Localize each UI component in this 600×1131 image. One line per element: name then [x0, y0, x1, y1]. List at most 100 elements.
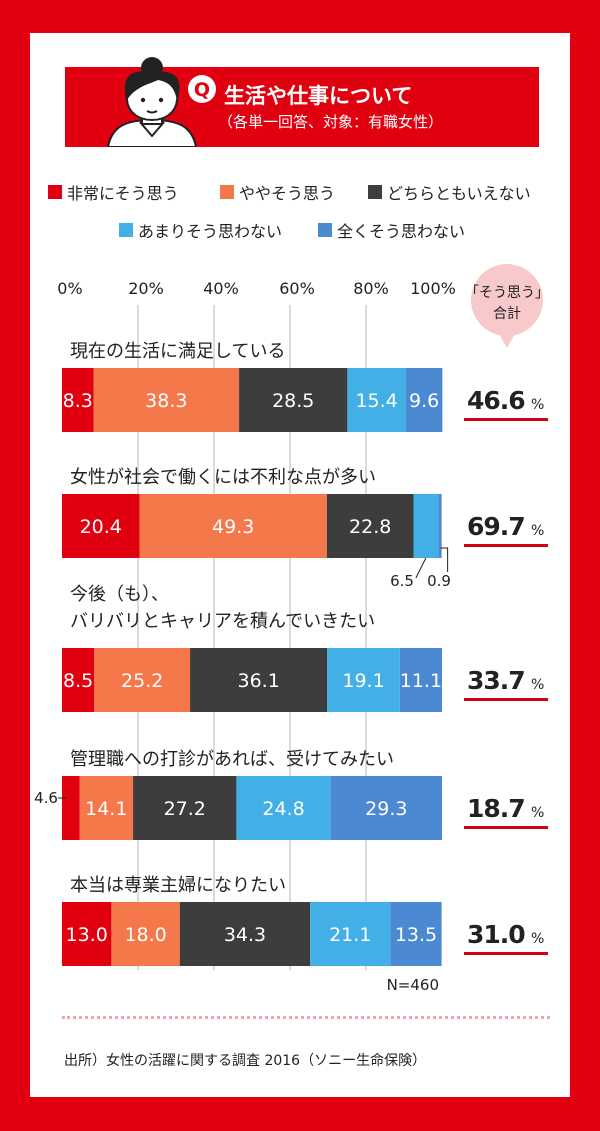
total-underline [464, 826, 548, 829]
q-badge: Q [194, 79, 210, 101]
bar-segment [330, 776, 442, 840]
bar-segment [94, 648, 191, 712]
bar-value-label: 29.3 [365, 798, 407, 820]
sample-size: N=460 [387, 976, 439, 994]
bar-segment [405, 368, 443, 432]
total-value: 46.6 [467, 386, 525, 415]
total-header-line1: 「そう思う」 [465, 285, 549, 301]
category-label: 本当は専業主婦になりたい [70, 875, 286, 896]
total-unit: % [531, 805, 544, 821]
bar-value-label: 36.1 [237, 670, 279, 692]
legend-item-somewhat-disagree: あまりそう思わない [119, 218, 282, 242]
bar-value-label: 4.6 [34, 789, 58, 807]
total-value: 18.7 [467, 794, 525, 823]
bar-segment [62, 902, 112, 966]
bar-value-label: 13.5 [395, 924, 437, 946]
bar-segment [179, 902, 311, 966]
bar-value-label: 9.6 [409, 390, 439, 412]
bar-segment [236, 776, 331, 840]
bar-value-label: 24.8 [262, 798, 304, 820]
total-unit: % [531, 523, 544, 539]
bar-segment [347, 368, 406, 432]
bar-segment [62, 776, 80, 840]
legend-item-strongly-disagree: 全くそう思わない [318, 218, 465, 242]
total-value: 31.0 [467, 920, 525, 949]
legend-item-neutral: どちらともいえない [368, 180, 531, 204]
bar-value-label: 8.5 [63, 670, 93, 692]
stacked-bar-chart: 0% 20% 40% 60% 80% 100% 「そう思う」合計現在の生活に満足している女性… [34, 264, 549, 994]
bar-value-label: 14.1 [85, 798, 127, 820]
legend-label: ややそう思う [239, 184, 336, 203]
bar-segment [310, 902, 391, 966]
x-tick-label: 100% [410, 279, 456, 298]
bar-value-label: 28.5 [272, 390, 314, 412]
bar-segment [111, 902, 180, 966]
category-label: 今後（も）、 [70, 584, 169, 605]
bar-value-label: 6.5 [390, 572, 414, 590]
bar-value-label: 20.4 [80, 516, 122, 538]
callout-line [415, 557, 427, 579]
x-tick-label: 40% [203, 279, 239, 298]
legend-swatch [220, 185, 234, 199]
bar-segment [62, 648, 95, 712]
total-value: 33.7 [467, 666, 525, 695]
x-tick-label: 20% [128, 279, 164, 298]
legend-swatch [368, 185, 382, 199]
bar-value-label: 22.8 [349, 516, 391, 538]
total-underline [464, 418, 548, 421]
bar-segment [190, 648, 328, 712]
category-label: 現在の生活に満足している [70, 341, 285, 362]
bar-segment [399, 648, 442, 712]
bar-segment [327, 648, 400, 712]
bar-segment [326, 494, 414, 558]
bar-value-label: 11.1 [400, 670, 442, 692]
bar-value-label: 34.3 [224, 924, 266, 946]
x-tick-label: 0% [57, 279, 82, 298]
bar-segment [139, 494, 327, 558]
legend-swatch [48, 185, 62, 199]
total-underline [464, 698, 548, 701]
bar-segment [79, 776, 134, 840]
x-tick-label: 60% [279, 279, 315, 298]
callout-line [440, 547, 449, 572]
total-header-badge [471, 264, 543, 336]
bar-segment [239, 368, 348, 432]
bar-segment [133, 776, 237, 840]
category-label: 女性が社会で働くには不利な点が多い [70, 467, 376, 488]
bar-value-label: 8.3 [63, 390, 93, 412]
footer-divider [62, 1016, 550, 1019]
total-underline [464, 952, 548, 955]
bar-value-label: 38.3 [145, 390, 187, 412]
legend-swatch [318, 223, 332, 237]
bar-segment [438, 494, 442, 558]
legend-label: どちらともいえない [387, 184, 531, 203]
bar-value-label: 19.1 [342, 670, 384, 692]
legend-item-somewhat-agree: ややそう思う [220, 180, 335, 204]
banner-subtitle: （各単一回答、対象：有職女性） [218, 113, 444, 131]
bar-segment [390, 902, 442, 966]
bar-value-label: 15.4 [355, 390, 397, 412]
total-header-pointer [498, 332, 516, 348]
bar-value-label: 27.2 [164, 798, 206, 820]
bar-segment [62, 494, 140, 558]
bar-value-label: 0.9 [427, 572, 451, 590]
woman-avatar-icon: Q [106, 57, 216, 147]
bar-value-label: 18.0 [124, 924, 166, 946]
total-underline [464, 544, 548, 547]
total-unit: % [531, 931, 544, 947]
category-label: 管理職への打診があれば、受けてみたい [70, 749, 394, 770]
x-tick-label: 80% [353, 279, 389, 298]
bar-value-label: 49.3 [212, 516, 254, 538]
source-note: 出所）女性の活躍に関する調査 2016（ソニー生命保険） [64, 1053, 427, 1069]
banner-title: 生活や仕事について [224, 84, 413, 108]
bar-value-label: 13.0 [66, 924, 108, 946]
legend-label: あまりそう思わない [138, 222, 283, 241]
legend-label: 全くそう思わない [337, 222, 466, 241]
total-unit: % [531, 677, 544, 693]
legend-item-strongly-agree: 非常にそう思う [48, 180, 179, 204]
bar-segment [93, 368, 240, 432]
category-label: バリバリとキャリアを積んでいきたい [70, 611, 375, 632]
total-unit: % [531, 397, 544, 413]
legend-swatch [119, 223, 133, 237]
bar-value-label: 21.1 [329, 924, 371, 946]
